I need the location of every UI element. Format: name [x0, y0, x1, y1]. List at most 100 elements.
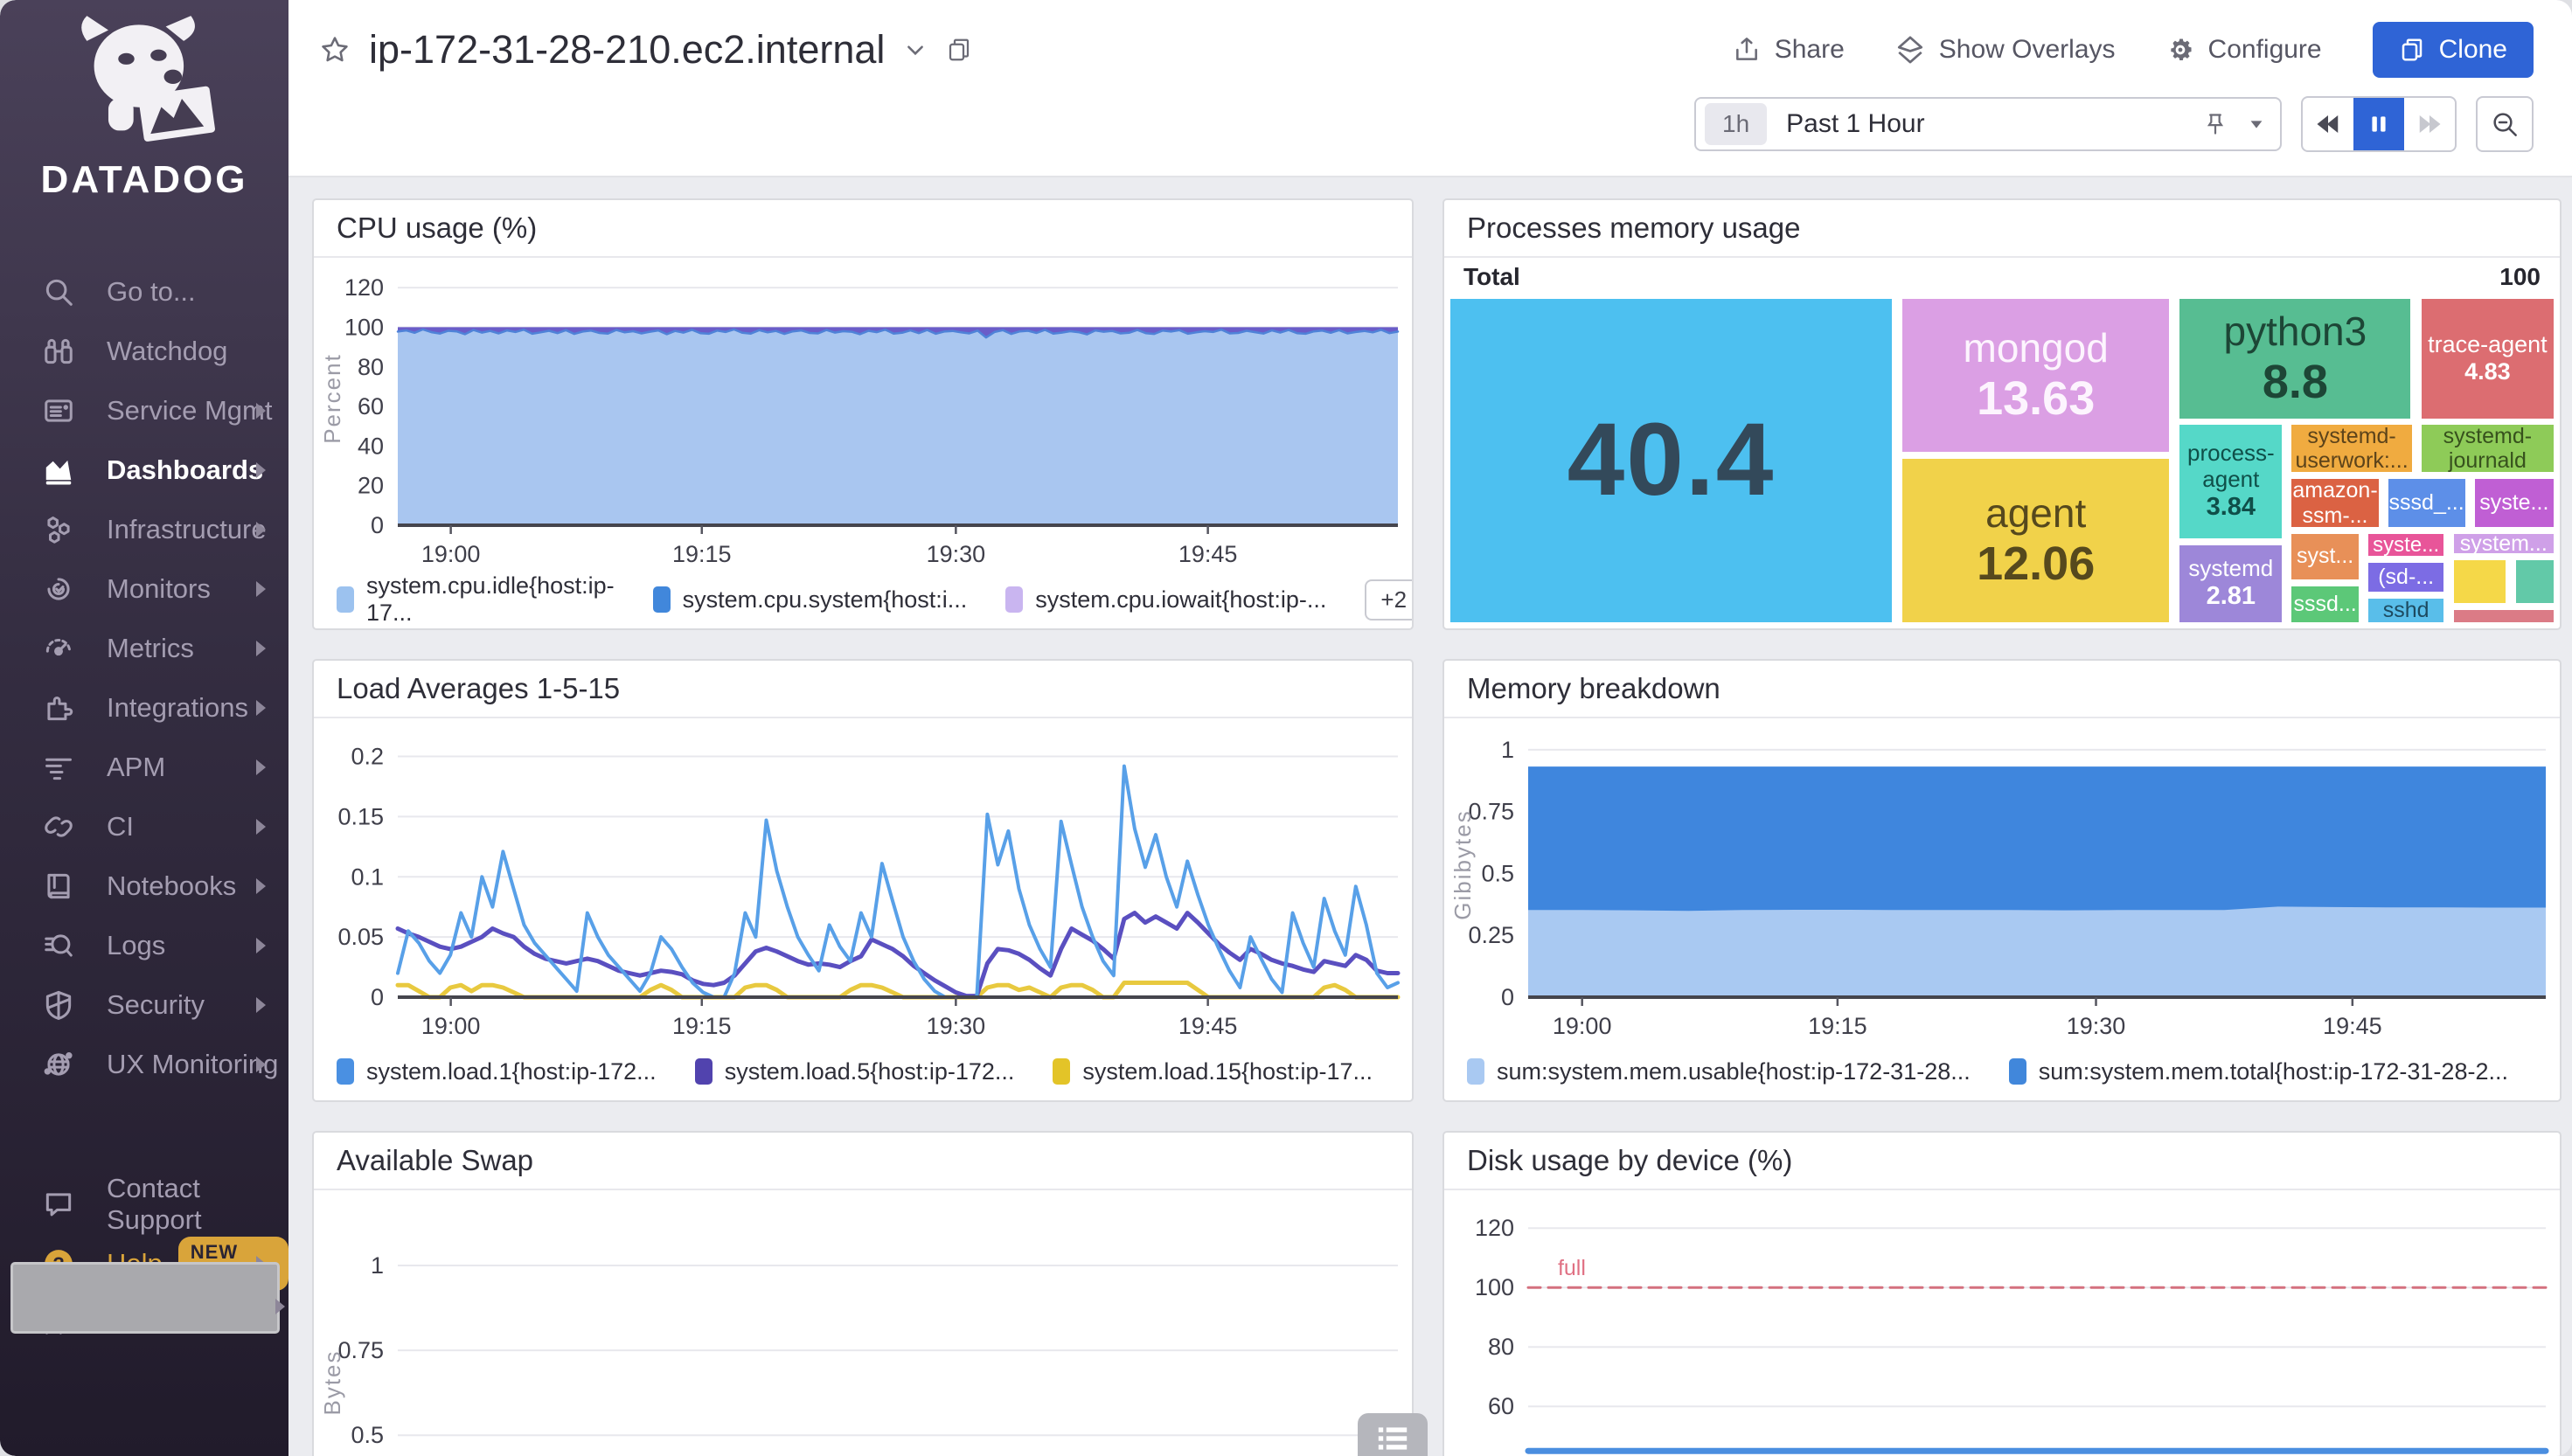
sidebar-item-ux-monitoring[interactable]: UX Monitoring [0, 1035, 288, 1094]
legend-label: system.load.1{host:ip-172... [366, 1057, 657, 1085]
load-averages-legend: system.load.1{host:ip-172... system.load.… [314, 1043, 1412, 1100]
title-chevron-down-icon[interactable] [904, 38, 927, 61]
legend-item[interactable]: sum:system.mem.usable{host:ip-172-31-28.… [1467, 1058, 1971, 1085]
treemap-cell-sd[interactable]: (sd-... [2365, 560, 2447, 595]
svg-text:Bytes: Bytes [319, 1349, 345, 1415]
widget-disk-usage: Disk usage by device (%) 20406080100120f… [1442, 1131, 2562, 1456]
chevron-right-icon [256, 641, 266, 656]
treemap-cell-systemd[interactable]: systemd 2.81 [2177, 542, 2285, 625]
svg-text:19:00: 19:00 [421, 1013, 481, 1039]
treemap-cell[interactable] [2513, 557, 2556, 606]
copy-title-icon[interactable] [946, 37, 972, 63]
processes-memory-treemap[interactable]: 40.4 mongod 13.63 agent 12.06 python3 8.8 trace… [1448, 296, 2556, 625]
load-averages-chart[interactable]: 0 0.05 0.1 0.15 0.2 19:00 19:15 19:30 19:45 [314, 718, 1412, 1043]
legend-item[interactable]: system.load.1{host:ip-172... [337, 1058, 657, 1085]
svg-text:120: 120 [1475, 1215, 1514, 1241]
sidebar-item-ci[interactable]: CI [0, 797, 288, 856]
legend-item[interactable]: system.cpu.idle{host:ip-17... [337, 572, 615, 627]
treemap-cell-syste[interactable]: syste... [2471, 476, 2556, 530]
notification-drawer-button[interactable] [1358, 1413, 1428, 1456]
treemap-cell-name: systemd-journald [2443, 423, 2533, 474]
treemap-cell-sssd[interactable]: sssd... [2289, 583, 2361, 625]
time-backward-button[interactable] [2303, 98, 2353, 150]
sidebar-item-security[interactable]: Security [0, 975, 288, 1035]
treemap-cell-systemd-userwork[interactable]: systemd-userwork:... [2289, 422, 2415, 475]
treemap-cell-system[interactable]: system... [2450, 530, 2556, 557]
cpu-usage-chart[interactable]: 0 20 40 60 80 100 120 Percent 19:00 19:15 19:30 19:… [314, 258, 1412, 571]
svg-text:40: 40 [1488, 1453, 1514, 1456]
sidebar-item-infrastructure[interactable]: Infrastructure [0, 500, 288, 559]
configure-button[interactable]: Configure [2166, 35, 2322, 65]
sidebar-item-contact-support[interactable]: Contact Support [0, 1173, 288, 1235]
treemap-cell-syst[interactable]: syst... [2289, 530, 2361, 582]
treemap-cell-process-agent[interactable]: process-agent 3.84 [2177, 422, 2285, 541]
treemap-cell-python3[interactable]: python3 8.8 [2177, 296, 2414, 421]
sidebar-item-monitors[interactable]: Monitors [0, 559, 288, 619]
treemap-cell-name: (sd-... [2378, 565, 2435, 590]
sidebar-item-logs[interactable]: Logs [0, 916, 288, 975]
sidebar-item-service-mgmt[interactable]: Service Mgmt [0, 381, 288, 440]
legend-item[interactable]: system.cpu.system{host:i... [652, 586, 967, 614]
treemap-cell-mongod[interactable]: mongod 13.63 [1900, 296, 2172, 455]
infrastructure-icon [40, 511, 77, 548]
sidebar-item-apm[interactable]: APM [0, 738, 288, 797]
disk-usage-chart[interactable]: 20406080100120full [1444, 1190, 2560, 1456]
datadog-wordmark: DATADOG [40, 158, 248, 201]
time-dropdown-caret-icon[interactable] [2247, 114, 2266, 134]
pause-live-button[interactable] [2353, 98, 2404, 150]
search-icon [40, 274, 77, 310]
treemap-cell[interactable] [2450, 557, 2509, 606]
treemap-cell-40.4[interactable]: 40.4 [1448, 296, 1894, 625]
user-account-box[interactable] [10, 1262, 280, 1334]
share-button[interactable]: Share [1733, 35, 1845, 65]
zoom-out-time-button[interactable] [2476, 96, 2534, 152]
legend-overflow-button[interactable]: +2 [1365, 579, 1412, 621]
treemap-cell-systemd-journald[interactable]: systemd-journald [2418, 422, 2556, 475]
show-overlays-label: Show Overlays [1938, 35, 2116, 64]
treemap-total-row: Total 100 [1444, 258, 2560, 296]
chevron-right-icon [256, 581, 266, 597]
treemap-cell-name: python3 [2223, 308, 2367, 354]
sidebar: DATADOG Go to... Watchdog Service Mgmt Dash… [0, 0, 288, 1456]
memory-breakdown-chart[interactable]: 0 0.25 0.5 0.75 1 Gibibytes 19:00 19:15 19:30 19:… [1444, 718, 2560, 1043]
pin-time-icon[interactable] [2203, 112, 2228, 136]
binoculars-icon [40, 333, 77, 370]
favorite-star-icon[interactable] [320, 35, 350, 65]
time-range-selector[interactable]: 1h Past 1 Hour [1694, 97, 2282, 151]
sidebar-item-notebooks[interactable]: Notebooks [0, 856, 288, 916]
treemap-cell-agent[interactable]: agent 12.06 [1900, 456, 2172, 625]
sidebar-item-metrics[interactable]: Metrics [0, 619, 288, 678]
datadog-logo[interactable]: DATADOG [0, 12, 288, 202]
treemap-cell-name: agent [1985, 490, 2087, 537]
svg-text:0: 0 [1501, 984, 1514, 1010]
treemap-cell-amazon-ssm[interactable]: amazon-ssm-... [2289, 476, 2381, 530]
clone-button[interactable]: Clone [2372, 22, 2534, 78]
metrics-icon [40, 630, 77, 667]
treemap-cell-syste[interactable]: syste... [2365, 530, 2447, 559]
user-account-chevron-icon [275, 1299, 285, 1314]
legend-item[interactable]: sum:system.mem.total{host:ip-172-31-28-2… [2008, 1058, 2508, 1085]
treemap-cell-name: amazon-ssm-... [2292, 477, 2378, 528]
legend-item[interactable]: system.cpu.iowait{host:ip-... [1005, 586, 1326, 614]
treemap-cell-value: 40.4 [1567, 402, 1776, 518]
sidebar-item-watchdog[interactable]: Watchdog [0, 322, 288, 381]
show-overlays-button[interactable]: Show Overlays [1895, 35, 2116, 65]
sidebar-item-go-to[interactable]: Go to... [0, 262, 288, 322]
treemap-cell-sssd[interactable]: sssd_... [2385, 476, 2468, 530]
svg-text:19:30: 19:30 [927, 1013, 986, 1039]
svg-text:0.05: 0.05 [337, 924, 384, 950]
treemap-cell-value: 3.84 [2206, 493, 2256, 522]
sidebar-item-dashboards[interactable]: Dashboards [0, 440, 288, 500]
legend-item[interactable]: system.load.5{host:ip-172... [694, 1058, 1014, 1085]
treemap-cell[interactable] [2450, 607, 2556, 625]
treemap-cell-trace-agent[interactable]: trace-agent 4.83 [2418, 296, 2556, 421]
svg-text:0.75: 0.75 [337, 1337, 384, 1363]
legend-item[interactable]: system.load.15{host:ip-17... [1053, 1058, 1373, 1085]
treemap-cell-sshd[interactable]: sshd [2365, 596, 2447, 625]
svg-text:80: 80 [358, 354, 384, 380]
svg-text:19:15: 19:15 [1808, 1013, 1867, 1039]
time-forward-button[interactable] [2404, 98, 2455, 150]
sidebar-item-integrations[interactable]: Integrations [0, 678, 288, 738]
chevron-right-icon [256, 878, 266, 894]
